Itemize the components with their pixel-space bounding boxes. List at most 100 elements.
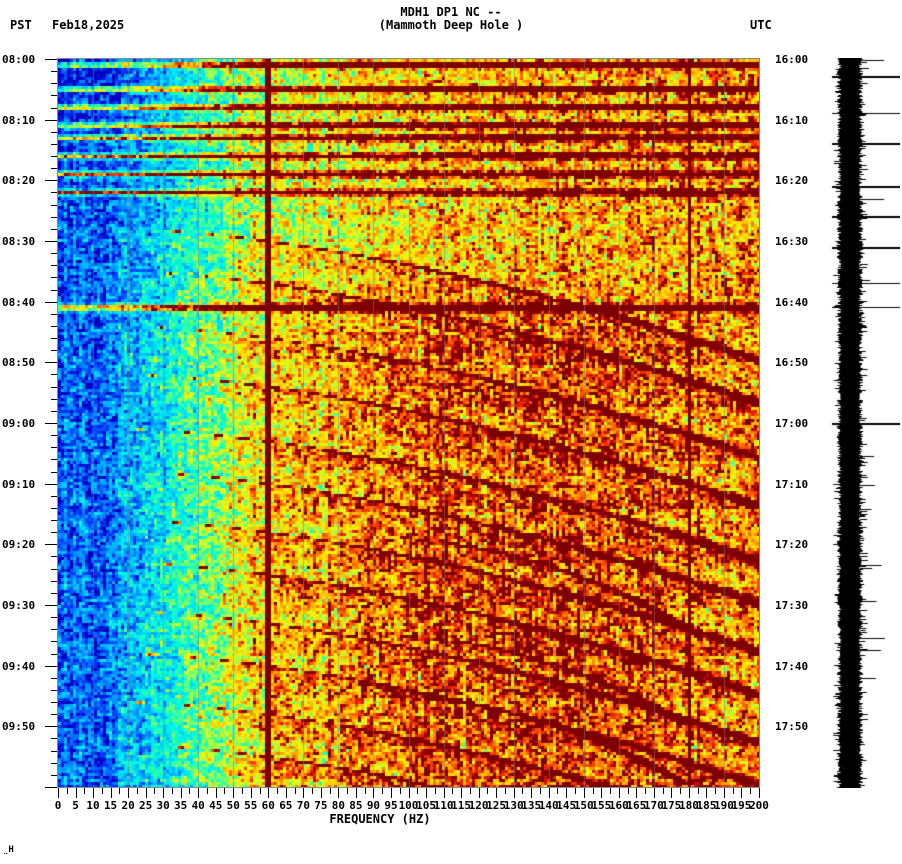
tick-minor [51, 411, 57, 412]
tick-frequency [663, 788, 664, 794]
tick-frequency [286, 788, 287, 798]
tick-minor [45, 180, 57, 181]
tick-frequency [224, 788, 225, 794]
tick-frequency [356, 788, 357, 798]
time-label-pst: 08:50 [2, 356, 36, 370]
frequency-tick-label: 170 [643, 799, 664, 812]
spectrogram-plot[interactable] [57, 58, 760, 788]
tick-frequency [347, 788, 348, 794]
tick-frequency [417, 788, 418, 794]
tick-frequency [189, 788, 190, 794]
tick-minor [51, 326, 57, 327]
tick-minor [51, 253, 57, 254]
tick-frequency [58, 788, 59, 798]
tick-minor [51, 387, 57, 388]
time-label-pst: 09:30 [2, 599, 36, 612]
tick-minor [45, 120, 57, 121]
tick-frequency [409, 788, 410, 798]
time-label-pst: 09:20 [2, 538, 36, 552]
tick-minor [51, 738, 57, 739]
frequency-tick-label: 125 [486, 799, 507, 812]
frequency-tick-label: 25 [139, 799, 153, 812]
tick-frequency [303, 788, 304, 798]
tick-frequency [750, 788, 751, 794]
tick-minor [51, 265, 57, 266]
tick-frequency [496, 788, 497, 798]
frequency-tick-label: 175 [661, 799, 682, 812]
time-label-pst: 08:10 [2, 113, 36, 127]
frequency-tick-label: 45 [209, 799, 223, 812]
tick-frequency [84, 788, 85, 794]
tick-frequency [233, 788, 234, 798]
frequency-tick-label: 15 [103, 799, 118, 812]
time-label-pst: 08:20 [2, 174, 36, 188]
tick-minor [51, 95, 57, 96]
tick-frequency [715, 788, 716, 794]
frequency-tick-label: 35 [174, 799, 188, 812]
tick-frequency [645, 788, 646, 794]
tick-frequency [593, 788, 594, 794]
tick-frequency [76, 788, 77, 798]
tick-minor [51, 350, 57, 351]
tick-minor [51, 751, 57, 752]
tick-frequency [540, 788, 541, 794]
tick-frequency [549, 788, 550, 798]
tick-frequency [452, 788, 453, 794]
timezone-label-left: PST [10, 18, 32, 32]
tick-minor [51, 556, 57, 557]
tick-frequency [706, 788, 707, 798]
tick-frequency [584, 788, 585, 798]
time-label-utc: 17:10 [775, 477, 809, 491]
tick-frequency [557, 788, 558, 794]
frequency-tick-label: 70 [296, 799, 310, 812]
tick-frequency [251, 788, 252, 798]
time-label-pst: 09:50 [2, 720, 36, 734]
tick-frequency [698, 788, 699, 794]
tick-frequency [277, 788, 278, 794]
tick-frequency [382, 788, 383, 794]
tick-minor [51, 435, 57, 436]
tick-frequency [207, 788, 208, 794]
frequency-tick-label: 90 [366, 799, 381, 812]
frequency-tick-label: 110 [433, 799, 454, 812]
time-label-utc: 17:00 [775, 417, 809, 430]
tick-minor [51, 459, 57, 460]
frequency-tick-label: 140 [538, 799, 559, 812]
tick-frequency [479, 788, 480, 798]
tick-frequency [733, 788, 734, 794]
time-label-pst: 09:10 [2, 477, 36, 491]
tick-frequency [470, 788, 471, 794]
tick-frequency [514, 788, 515, 798]
frequency-tick-label: 155 [591, 799, 612, 812]
frequency-tick-label: 50 [226, 799, 240, 812]
tick-frequency [741, 788, 742, 798]
time-label-utc: 16:30 [775, 235, 809, 248]
date-label: Feb18,2025 [52, 18, 125, 32]
tick-minor [51, 290, 57, 291]
tick-frequency [435, 788, 436, 794]
tick-minor [51, 338, 57, 339]
tick-frequency [601, 788, 602, 798]
tick-frequency [137, 788, 138, 794]
time-label-utc: 16:40 [775, 295, 809, 309]
tick-minor [45, 59, 57, 60]
tick-minor [51, 205, 57, 206]
frequency-tick-label: 120 [468, 799, 489, 812]
frequency-tick-label: 55 [244, 799, 258, 812]
tick-frequency [128, 788, 129, 798]
tick-minor [51, 447, 57, 448]
tick-frequency [365, 788, 366, 794]
frequency-axis-title: FREQUENCY (HZ) [329, 812, 431, 826]
frequency-tick-label: 85 [349, 799, 363, 812]
frequency-tick-label: 40 [191, 799, 205, 812]
frequency-tick-label: 185 [696, 799, 717, 812]
tick-minor [51, 569, 57, 570]
tick-minor [45, 241, 57, 242]
time-label-pst: 08:00 [2, 53, 36, 66]
tick-minor [51, 690, 57, 691]
frequency-tick-label: 95 [384, 799, 398, 812]
frequency-tick-label: 65 [279, 799, 293, 812]
tick-minor [51, 617, 57, 618]
tick-minor [45, 787, 57, 788]
frequency-tick-label: 105 [416, 799, 436, 812]
